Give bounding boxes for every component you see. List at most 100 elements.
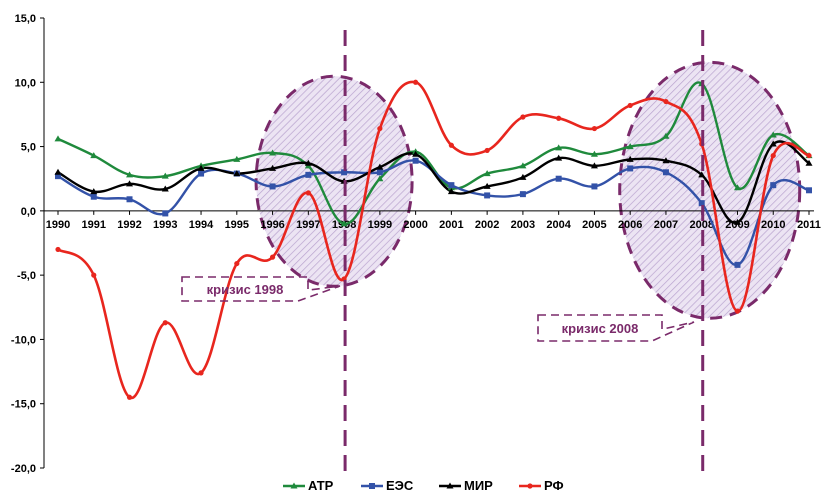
- x-tick-label: 1995: [225, 219, 249, 231]
- series-2-point: [412, 150, 420, 157]
- series-2-point: [304, 159, 312, 166]
- x-tick-label: 1993: [153, 219, 177, 231]
- series-2-point: [90, 188, 98, 195]
- series-1-point: [198, 170, 205, 177]
- series-3-point: [55, 246, 61, 253]
- x-tick-label: 2004: [546, 219, 571, 231]
- series-3-point: [413, 79, 419, 85]
- callout-box-2008: [537, 314, 695, 342]
- series-0-point: [233, 155, 241, 162]
- series-0-point: [161, 172, 169, 179]
- series-0-point: [90, 152, 98, 159]
- series-0-point: [376, 175, 384, 182]
- series-3-point: [484, 147, 490, 154]
- series-3-point: [269, 254, 276, 260]
- series-3-point: [520, 114, 526, 120]
- x-tick-label: 2011: [797, 219, 821, 231]
- series-0-point: [626, 143, 634, 150]
- series-3-point: [126, 394, 133, 400]
- series-1-point: [55, 173, 61, 180]
- series-0-point: [590, 150, 598, 157]
- series-2-point: [126, 180, 134, 187]
- series-1-point: [90, 193, 97, 200]
- x-tick-label: 2006: [618, 219, 642, 231]
- series-1-point: [305, 171, 312, 178]
- series-0-point: [733, 184, 741, 191]
- x-tick-label: 2002: [475, 219, 499, 231]
- series-1-line: [57, 159, 810, 267]
- series-1-point: [591, 183, 598, 190]
- series-1-point: [412, 157, 419, 164]
- x-tick-label: 1991: [82, 219, 106, 231]
- callout-box-1998: [181, 276, 341, 302]
- series-1-point: [662, 169, 669, 176]
- series-1-point: [162, 210, 169, 217]
- legend-label: МИР: [464, 478, 493, 493]
- callout-label-1998: кризис 1998: [207, 282, 284, 297]
- x-tick-label: 1999: [368, 219, 392, 231]
- legend-swatch-marker: [369, 483, 375, 489]
- series-3-point: [627, 102, 633, 109]
- series-0-point: [340, 220, 348, 227]
- x-tick-label: 2007: [654, 219, 678, 231]
- series-2-point: [805, 159, 813, 166]
- series-1-point: [698, 200, 705, 207]
- y-tick-label: 5,0: [21, 142, 36, 154]
- x-tick-label: 1996: [260, 219, 284, 231]
- series-0-point: [483, 170, 491, 177]
- series-1-point: [484, 192, 491, 199]
- y-tick-label: 15,0: [15, 13, 36, 25]
- x-tick-label: 1997: [296, 219, 320, 231]
- series-2-point: [447, 188, 455, 195]
- series-2-point: [54, 168, 62, 175]
- series-3-point: [770, 152, 776, 159]
- series-1-point: [734, 261, 741, 268]
- legend-label: АТР: [308, 478, 334, 493]
- series-2-point: [233, 170, 241, 177]
- series-1-point: [448, 182, 455, 189]
- series-3-point: [305, 190, 311, 196]
- series-1-point: [126, 196, 133, 203]
- x-tick-label: 1994: [189, 219, 214, 231]
- series-2-point: [662, 157, 670, 164]
- x-tick-label: 1992: [117, 219, 141, 231]
- series-3-point: [591, 125, 598, 132]
- series-2-point: [769, 140, 777, 147]
- series-1-point: [806, 187, 812, 194]
- y-tick-label: -20,0: [11, 463, 36, 475]
- series-2-point: [161, 185, 169, 192]
- series-0-point: [769, 131, 777, 138]
- series-0-point: [54, 135, 62, 142]
- series-2-point: [376, 163, 384, 170]
- x-tick-label: 2010: [761, 219, 785, 231]
- y-tick-label: 0,0: [21, 206, 36, 218]
- series-1-point: [519, 191, 526, 198]
- legend-label: РФ: [544, 478, 564, 493]
- series-1-point: [627, 165, 634, 172]
- x-tick-label: 1990: [46, 219, 70, 231]
- x-tick-label: 2000: [403, 219, 427, 231]
- series-0-point: [662, 132, 670, 139]
- series-3-point: [198, 370, 204, 376]
- series-2-line: [57, 140, 810, 224]
- series-3-point: [734, 308, 741, 314]
- y-tick-label: -5,0: [17, 270, 36, 282]
- legend-item-3: РФ: [519, 478, 564, 493]
- series-0-point: [555, 144, 563, 151]
- series-1-point: [376, 169, 383, 176]
- y-tick-label: -10,0: [11, 334, 36, 346]
- legend-swatch-marker: [446, 482, 454, 489]
- series-3-point: [556, 115, 562, 121]
- series-2-point: [483, 182, 491, 189]
- legend-swatch-marker: [290, 482, 298, 489]
- series-3-point: [234, 260, 240, 267]
- series-2-point: [698, 171, 706, 178]
- x-tick-label: 2005: [582, 219, 606, 231]
- series-3-point: [91, 272, 97, 278]
- series-2-point: [555, 154, 563, 161]
- callout-label-2008: кризис 2008: [562, 321, 639, 336]
- series-2-point: [519, 173, 527, 180]
- series-0-point: [269, 149, 277, 156]
